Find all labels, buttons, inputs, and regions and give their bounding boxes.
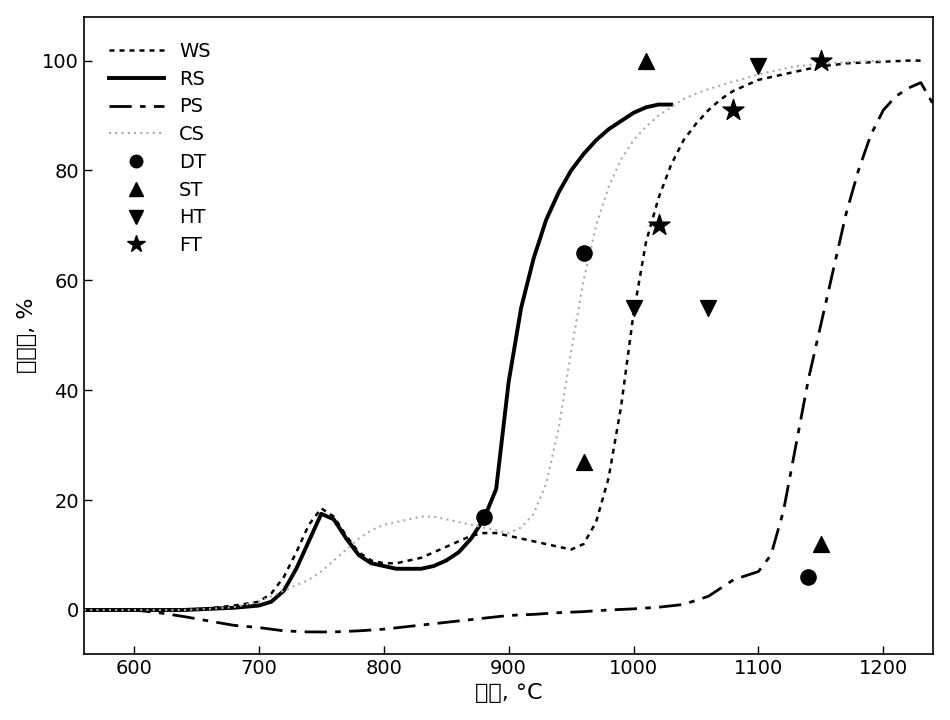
Point [576,456,591,467]
Point [701,302,716,314]
Point [626,302,641,314]
X-axis label: 温度, °C: 温度, °C [475,683,542,703]
Point [750,60,766,72]
Point [476,510,491,522]
Point [813,539,828,550]
Legend: WS, RS, PS, CS, DT, ST, HT, FT: WS, RS, PS, CS, DT, ST, HT, FT [100,32,220,265]
Point [801,571,816,582]
Point [813,55,828,66]
Point [726,104,741,116]
Point [638,55,654,66]
Point [651,220,666,231]
Point [576,247,591,258]
Y-axis label: 收缩率, %: 收缩率, % [17,297,37,373]
